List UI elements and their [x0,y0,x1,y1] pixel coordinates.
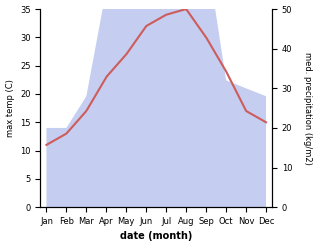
X-axis label: date (month): date (month) [120,231,192,242]
Y-axis label: med. precipitation (kg/m2): med. precipitation (kg/m2) [303,52,313,165]
Y-axis label: max temp (C): max temp (C) [5,79,15,137]
